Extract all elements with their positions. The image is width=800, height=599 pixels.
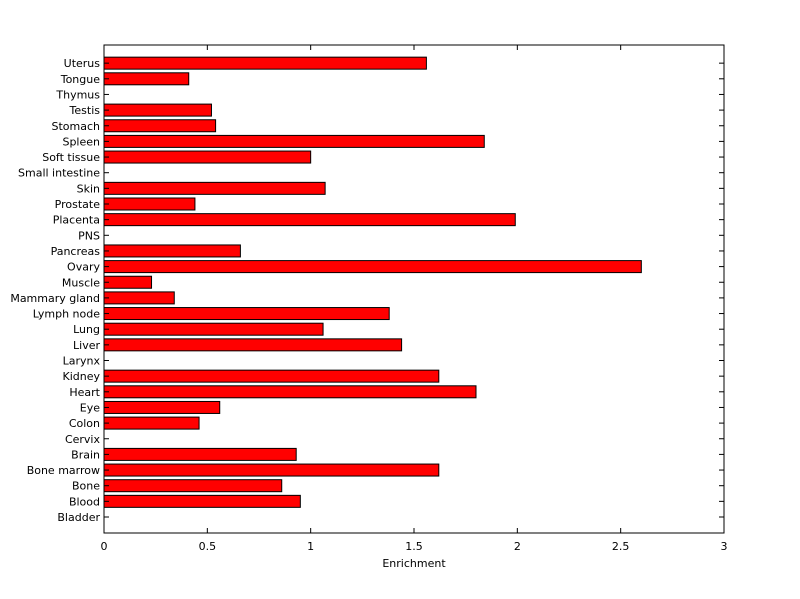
x-tick-label: 3 (721, 540, 728, 553)
bar-placenta (103, 213, 516, 227)
x-tick-label: 2 (514, 540, 521, 553)
y-tick-label-prostate: Prostate (55, 198, 101, 211)
bar-ovary (103, 260, 642, 274)
bar-skin (103, 181, 326, 195)
bar-uterus (103, 56, 427, 70)
y-tick-label-testis: Testis (69, 104, 101, 117)
bar-heart (103, 385, 477, 399)
y-tick-label-tongue: Tongue (60, 73, 101, 86)
y-tick-label-bone: Bone (72, 480, 100, 493)
y-tick-label-eye: Eye (80, 401, 100, 414)
y-tick-label-thymus: Thymus (55, 88, 100, 101)
y-tick-label-mammary-gland: Mammary gland (10, 292, 100, 305)
y-ticks-group: Bladder Blood Bone Bone marrow Brain Cervix Co… (10, 57, 724, 524)
y-tick-label-pns: PNS (78, 229, 100, 242)
bar-bone (103, 479, 283, 493)
y-tick-label-spleen: Spleen (62, 135, 100, 148)
y-tick-label-colon: Colon (69, 417, 100, 430)
y-tick-label-brain: Brain (71, 448, 100, 461)
bar-eye (103, 400, 221, 414)
bar-bone-marrow (103, 463, 440, 477)
bar-pancreas (103, 244, 241, 258)
bar-brain (103, 447, 297, 461)
y-tick-label-ovary: Ovary (67, 261, 100, 274)
y-tick-label-muscle: Muscle (62, 276, 100, 289)
bar-spleen (103, 134, 485, 148)
x-tick-label: 1 (307, 540, 314, 553)
y-tick-label-pancreas: Pancreas (51, 245, 101, 258)
y-tick-label-kidney: Kidney (62, 370, 100, 383)
bar-lymph-node (103, 307, 390, 321)
bar-prostate (103, 197, 196, 211)
y-tick-label-bladder: Bladder (57, 511, 100, 524)
y-tick-label-liver: Liver (73, 339, 100, 352)
y-tick-label-heart: Heart (69, 386, 100, 399)
x-tick-label: 2.5 (612, 540, 630, 553)
x-tick-label: 0 (101, 540, 108, 553)
y-tick-label-uterus: Uterus (64, 57, 101, 70)
bar-stomach (103, 119, 217, 133)
y-tick-label-stomach: Stomach (51, 120, 100, 133)
y-tick-label-bone-marrow: Bone marrow (27, 464, 100, 477)
y-tick-label-small-intestine: Small intestine (18, 167, 100, 180)
y-tick-label-lung: Lung (73, 323, 100, 336)
y-tick-label-cervix: Cervix (65, 433, 101, 446)
bar-muscle (103, 275, 153, 289)
bar-liver (103, 338, 403, 352)
x-tick-label: 1.5 (405, 540, 423, 553)
plot-frame (103, 44, 725, 534)
bar-tongue (103, 72, 190, 86)
bar-blood (103, 494, 301, 508)
bar-testis (103, 103, 212, 117)
x-axis-label: Enrichment (382, 557, 446, 570)
bar-lung (103, 322, 324, 336)
x-ticks-group: 0 0.5 1 1.5 2 2.5 3 (101, 45, 728, 553)
y-tick-label-larynx: Larynx (63, 355, 101, 368)
bar-kidney (103, 369, 440, 383)
y-tick-label-soft-tissue: Soft tissue (42, 151, 100, 164)
y-tick-label-blood: Blood (69, 495, 100, 508)
bar-soft-tissue (103, 150, 312, 164)
x-tick-label: 0.5 (199, 540, 217, 553)
bar-colon (103, 416, 200, 430)
y-tick-label-placenta: Placenta (53, 214, 100, 227)
y-tick-label-skin: Skin (77, 182, 100, 195)
bar-mammary-gland (103, 291, 175, 305)
y-tick-label-lymph-node: Lymph node (33, 308, 100, 321)
